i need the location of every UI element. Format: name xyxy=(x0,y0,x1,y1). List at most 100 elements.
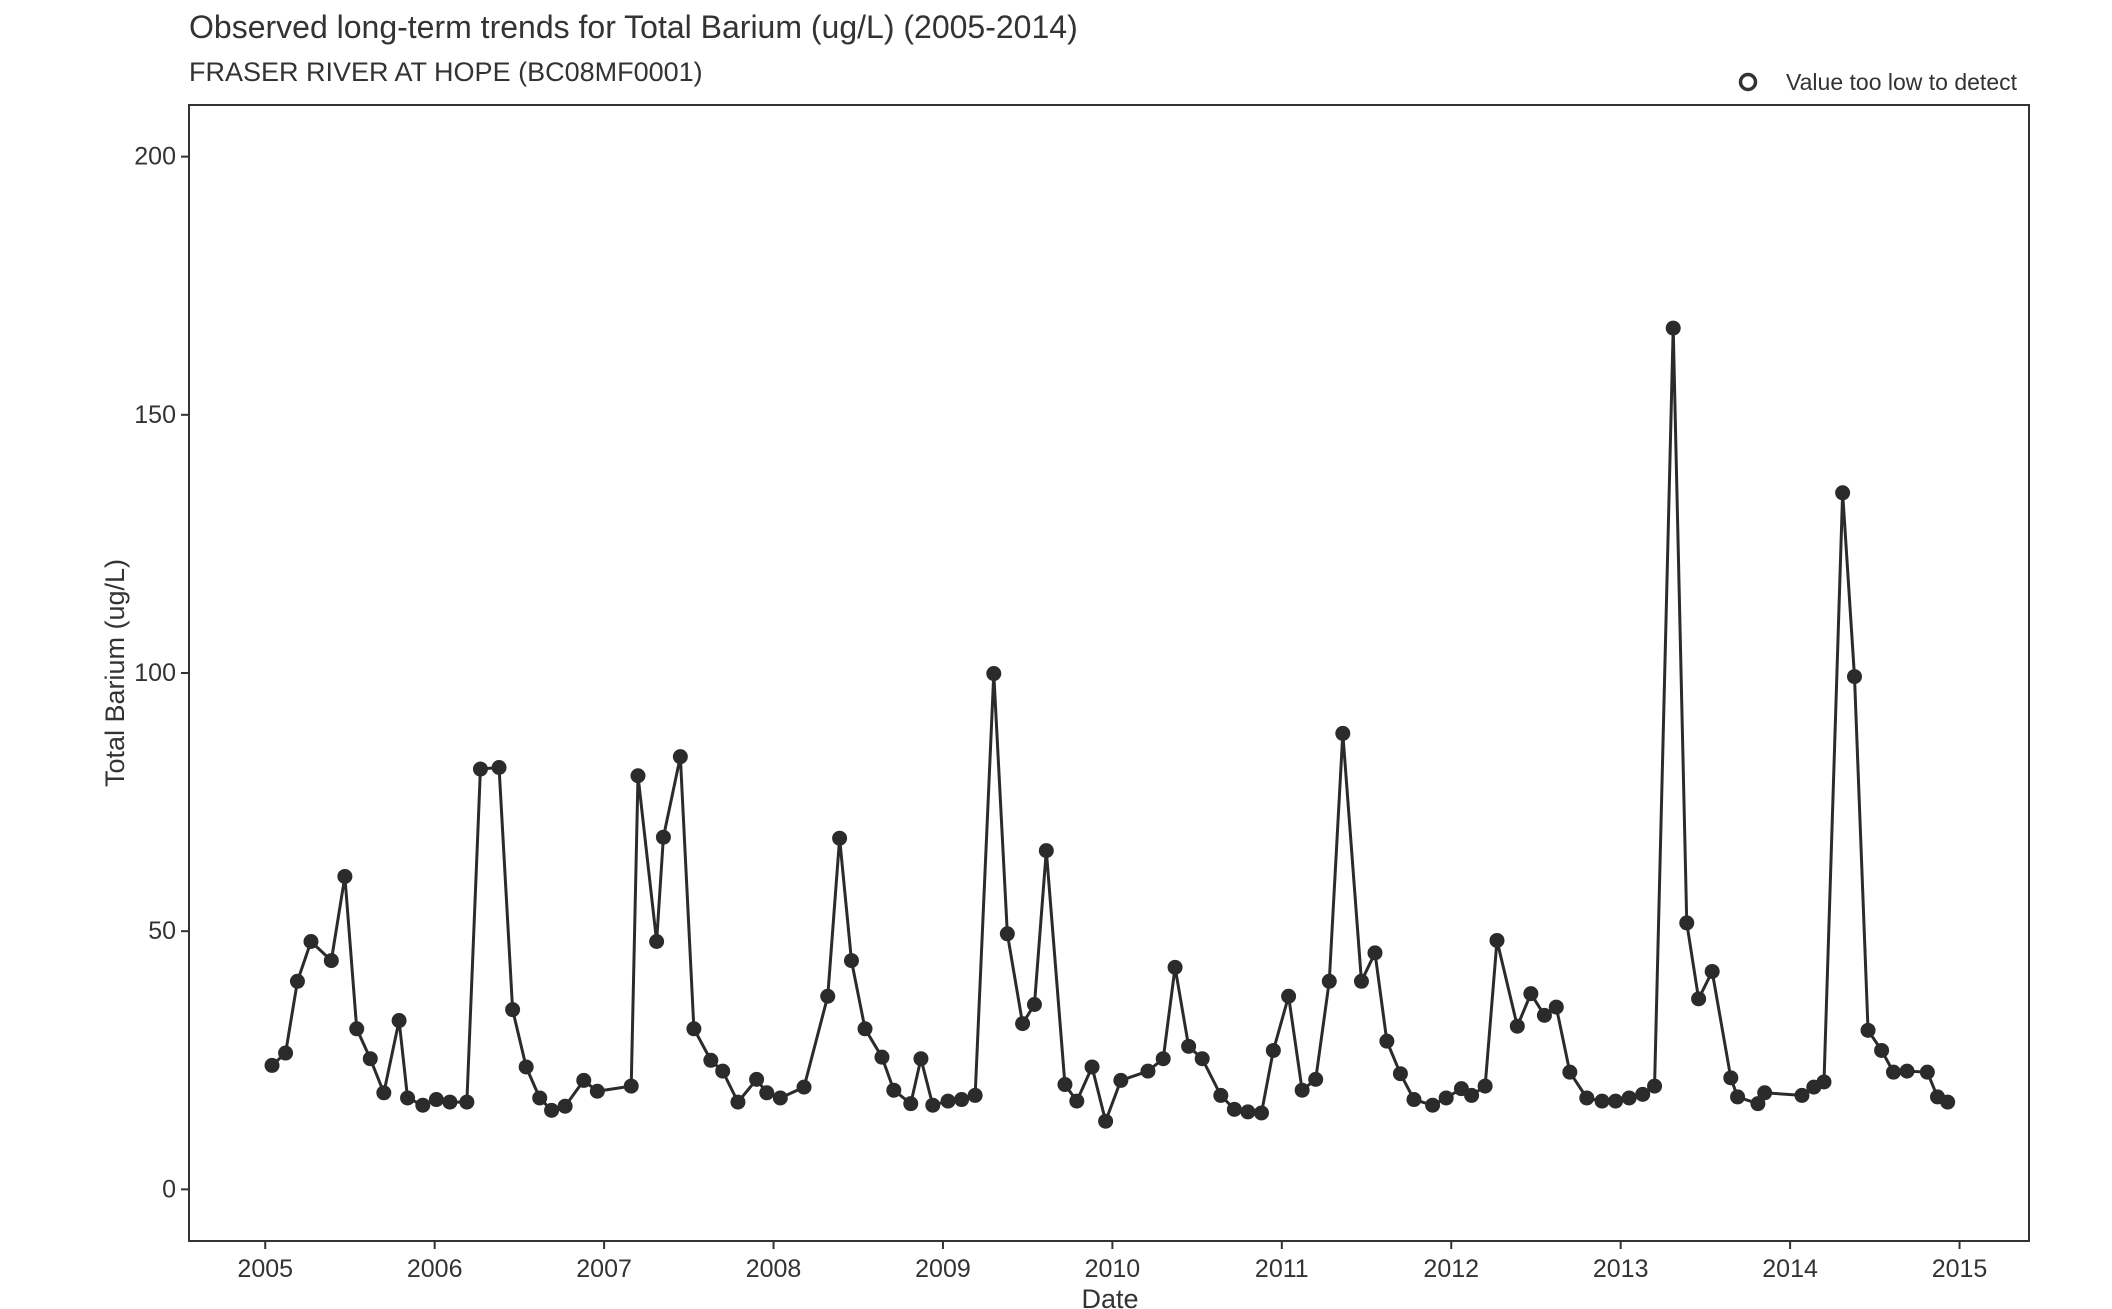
data-point xyxy=(1098,1113,1114,1129)
data-point xyxy=(1665,320,1681,336)
data-point xyxy=(1679,915,1695,931)
data-point xyxy=(886,1082,902,1098)
data-point xyxy=(349,1021,365,1037)
data-point xyxy=(1477,1078,1493,1094)
data-point xyxy=(1057,1077,1073,1093)
data-point xyxy=(999,926,1015,942)
data-point xyxy=(1608,1093,1624,1109)
x-axis-label: Date xyxy=(1081,1284,1138,1309)
data-point xyxy=(1523,986,1539,1002)
data-point xyxy=(672,749,688,765)
data-point xyxy=(278,1045,294,1061)
data-point xyxy=(913,1051,929,1067)
data-point xyxy=(1489,932,1505,948)
data-point xyxy=(1140,1063,1156,1079)
data-point xyxy=(362,1051,378,1067)
legend-label: Value too low to detect xyxy=(1786,69,2018,95)
data-point xyxy=(1181,1038,1197,1054)
data-point xyxy=(1438,1090,1454,1106)
x-tick-label: 2007 xyxy=(576,1255,632,1283)
data-point xyxy=(903,1096,919,1112)
y-axis-label: Total Barium (ug/L) xyxy=(100,559,130,787)
data-point xyxy=(491,759,507,775)
data-point xyxy=(289,973,305,989)
data-point xyxy=(686,1021,702,1037)
data-point xyxy=(1406,1092,1422,1108)
data-point xyxy=(857,1021,873,1037)
data-point xyxy=(874,1049,890,1065)
data-point xyxy=(1194,1051,1210,1067)
data-point xyxy=(749,1071,765,1087)
data-point xyxy=(843,953,859,969)
data-point xyxy=(303,934,319,950)
data-point xyxy=(1757,1085,1773,1101)
data-point xyxy=(1281,988,1297,1004)
data-point xyxy=(1548,999,1564,1015)
data-point xyxy=(925,1097,941,1113)
data-point xyxy=(1294,1082,1310,1098)
data-point xyxy=(264,1057,280,1073)
data-point xyxy=(472,761,488,777)
x-tick-label: 2013 xyxy=(1593,1255,1649,1283)
data-point xyxy=(1874,1042,1890,1058)
data-point xyxy=(1155,1051,1171,1067)
data-point xyxy=(337,868,353,884)
data-point xyxy=(1308,1071,1324,1087)
data-point xyxy=(1379,1033,1395,1049)
data-point xyxy=(715,1063,731,1079)
data-point xyxy=(391,1013,407,1029)
data-point xyxy=(1509,1018,1525,1034)
x-tick-label: 2006 xyxy=(407,1255,463,1283)
data-point xyxy=(759,1085,775,1101)
data-point xyxy=(1464,1087,1480,1103)
data-point xyxy=(1353,973,1369,989)
x-tick-label: 2008 xyxy=(746,1255,802,1283)
x-tick-label: 2012 xyxy=(1423,1255,1479,1283)
data-point xyxy=(1167,959,1183,975)
chart-title: Observed long-term trends for Total Bari… xyxy=(189,9,1078,45)
data-point xyxy=(820,988,836,1004)
data-point xyxy=(428,1092,444,1108)
data-point xyxy=(1723,1070,1739,1086)
data-point xyxy=(1919,1064,1935,1080)
data-point xyxy=(1038,843,1054,859)
data-point xyxy=(1367,945,1383,961)
data-point xyxy=(557,1098,573,1114)
data-point xyxy=(1730,1089,1746,1105)
y-tick-label: 200 xyxy=(134,143,176,171)
x-tick-label: 2014 xyxy=(1762,1255,1818,1283)
data-point xyxy=(832,830,848,846)
data-point xyxy=(1835,485,1851,501)
data-point xyxy=(1335,725,1351,741)
data-point xyxy=(940,1093,956,1109)
data-point xyxy=(1084,1059,1100,1075)
data-point xyxy=(1069,1093,1085,1109)
y-tick-label: 150 xyxy=(134,401,176,429)
data-point xyxy=(1113,1072,1129,1088)
data-point xyxy=(954,1092,970,1108)
data-point xyxy=(1860,1022,1876,1038)
data-point xyxy=(1015,1016,1031,1032)
data-point xyxy=(376,1085,392,1101)
data-point xyxy=(323,953,339,969)
data-point xyxy=(1816,1074,1832,1090)
data-point xyxy=(623,1078,639,1094)
x-tick-label: 2009 xyxy=(915,1255,971,1283)
data-point xyxy=(655,829,671,845)
data-point xyxy=(1536,1007,1552,1023)
data-point xyxy=(1265,1042,1281,1058)
data-point xyxy=(630,768,646,784)
chart-subtitle: FRASER RIVER AT HOPE (BC08MF0001) xyxy=(189,57,703,87)
data-point xyxy=(589,1083,605,1099)
data-point xyxy=(1392,1066,1408,1082)
y-tick-label: 0 xyxy=(162,1175,176,1203)
x-tick-label: 2011 xyxy=(1255,1255,1309,1283)
data-point xyxy=(576,1072,592,1088)
y-tick-label: 50 xyxy=(148,917,176,945)
data-point xyxy=(1750,1096,1766,1112)
data-point xyxy=(532,1090,548,1106)
data-point xyxy=(1635,1086,1651,1102)
x-tick-label: 2015 xyxy=(1932,1255,1988,1283)
legend-symbol xyxy=(1738,72,1758,92)
